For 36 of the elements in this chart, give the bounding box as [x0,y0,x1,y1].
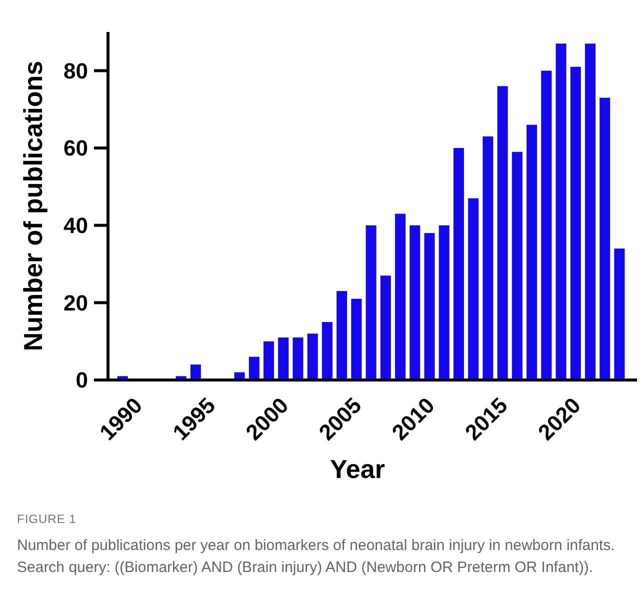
y-tick-label: 0 [76,368,88,393]
bar [614,248,625,380]
caption: FIGURE 1 [17,512,76,526]
bar [600,98,610,380]
bar [292,337,304,380]
bar [366,225,376,380]
bar [336,291,348,380]
bar [278,337,289,380]
bar [497,86,508,380]
bar [248,356,260,380]
bar [526,124,538,380]
y-tick-label: 60 [64,136,88,161]
bar [556,44,566,380]
bar [410,225,420,380]
bar [438,225,450,380]
y-axis-title: Number of publications [18,60,48,352]
bar [584,44,596,380]
x-axis-title: Year [330,454,385,484]
bar [263,341,274,380]
text: Number of publications per year on biomarkers of neonatal brain injury in newborn infants. Search query: ((Biomarker) AND (Brain injury) AND (Newborn OR Preterm OR Infant)). [17,537,615,576]
bar [395,214,406,380]
bar [190,364,201,380]
bar [512,152,522,380]
bar [424,233,435,380]
y-tick-label: 80 [64,58,88,84]
bar [307,334,318,380]
bar [351,298,362,380]
bar [468,198,479,380]
bar [541,70,552,380]
bar [322,322,332,380]
bar [453,148,464,380]
y-tick-label: 40 [64,213,88,238]
bar [482,136,494,380]
bar [570,66,581,380]
y-tick-label: 20 [64,290,88,316]
bar [380,276,391,380]
